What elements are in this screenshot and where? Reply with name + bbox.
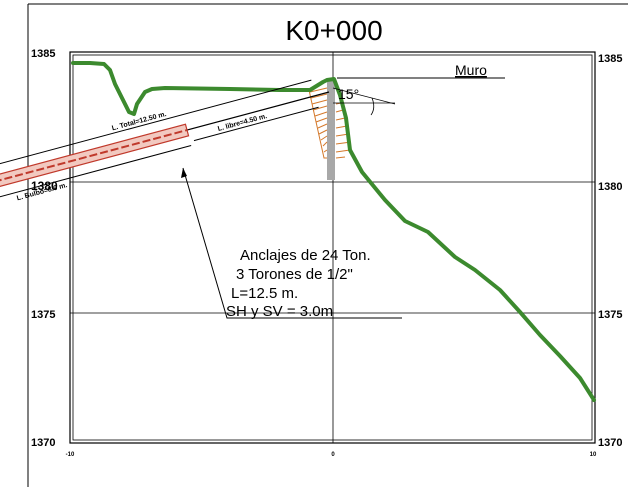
- terrain-profile: [71, 61, 596, 402]
- note-line-3: L=12.5 m.: [231, 285, 298, 302]
- plot-frame: [69, 51, 596, 444]
- note-line-2: 3 Torones de 1/2": [236, 266, 353, 283]
- wedge-outline: [308, 89, 327, 159]
- angle-ray: [332, 87, 396, 105]
- right-label-1380: 1380: [598, 181, 622, 193]
- dim-line-free: [193, 106, 319, 142]
- plot-inner-frame: [72, 54, 593, 441]
- bulb-core-line: [0, 129, 188, 183]
- left-label-1375: 1375: [31, 309, 55, 321]
- right-label-1375: 1375: [598, 309, 622, 321]
- dim-line-bulb: [0, 145, 192, 198]
- note-leader-arrow: [181, 168, 187, 178]
- angle-label: 15°: [338, 86, 359, 102]
- note-line-4: SH y SV = 3.0m: [226, 303, 333, 320]
- left-label-1385: 1385: [31, 48, 55, 60]
- section-title: K0+000: [285, 15, 382, 46]
- right-label-1385: 1385: [598, 53, 622, 65]
- wall-label: Muro: [455, 62, 487, 78]
- retaining-wall: [327, 80, 335, 180]
- bottom-label-0: 0: [331, 452, 335, 458]
- note-leader-line: [182, 167, 402, 319]
- bottom-label-10: 10: [590, 452, 597, 458]
- right-label-1370: 1370: [598, 437, 622, 449]
- bottom-label-minus10: -10: [66, 452, 75, 458]
- angle-arc: [370, 97, 375, 116]
- dim-line-total: [0, 79, 312, 168]
- note-line-1: Anclajes de 24 Ton.: [240, 247, 371, 264]
- left-label-1370: 1370: [31, 437, 55, 449]
- total-length-label: L. Total=12.50 m.: [111, 111, 167, 132]
